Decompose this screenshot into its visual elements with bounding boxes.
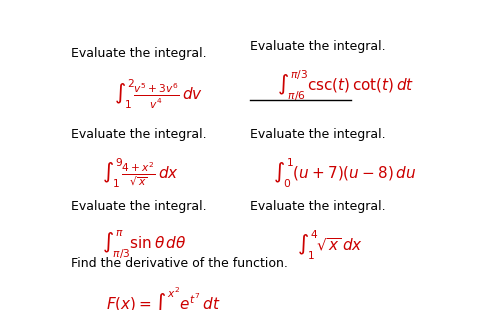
Text: Evaluate the integral.: Evaluate the integral. [70, 128, 206, 141]
Text: Evaluate the integral.: Evaluate the integral. [250, 40, 386, 53]
Text: $\int_{1}^{4} \sqrt{x}\, dx$: $\int_{1}^{4} \sqrt{x}\, dx$ [297, 228, 363, 262]
Text: $\int_{1}^{9} \frac{4 + x^2}{\sqrt{x}}\, dx$: $\int_{1}^{9} \frac{4 + x^2}{\sqrt{x}}\,… [102, 157, 179, 190]
Text: $\int_{0}^{1} (u + 7)(u - 8)\, du$: $\int_{0}^{1} (u + 7)(u - 8)\, du$ [273, 157, 416, 190]
Text: Evaluate the integral.: Evaluate the integral. [250, 200, 386, 213]
Text: $\int_{1}^{2} \frac{v^5 + 3v^6}{v^4}\, dv$: $\int_{1}^{2} \frac{v^5 + 3v^6}{v^4}\, d… [114, 78, 203, 111]
Text: Evaluate the integral.: Evaluate the integral. [70, 47, 206, 60]
Text: Find the derivative of the function.: Find the derivative of the function. [70, 257, 288, 270]
Text: $F(x) = \int_{x}^{x^2} e^{t^7}\, dt$: $F(x) = \int_{x}^{x^2} e^{t^7}\, dt$ [106, 286, 220, 310]
Text: $\int_{\pi/6}^{\pi/3} \mathrm{csc}(t)\,\mathrm{cot}(t)\, dt$: $\int_{\pi/6}^{\pi/3} \mathrm{csc}(t)\,\… [277, 68, 414, 103]
Text: Evaluate the integral.: Evaluate the integral. [250, 128, 386, 141]
Text: Evaluate the integral.: Evaluate the integral. [70, 200, 206, 213]
Text: $\int_{\pi/3}^{\pi} \sin\theta\, d\theta$: $\int_{\pi/3}^{\pi} \sin\theta\, d\theta… [102, 228, 187, 261]
